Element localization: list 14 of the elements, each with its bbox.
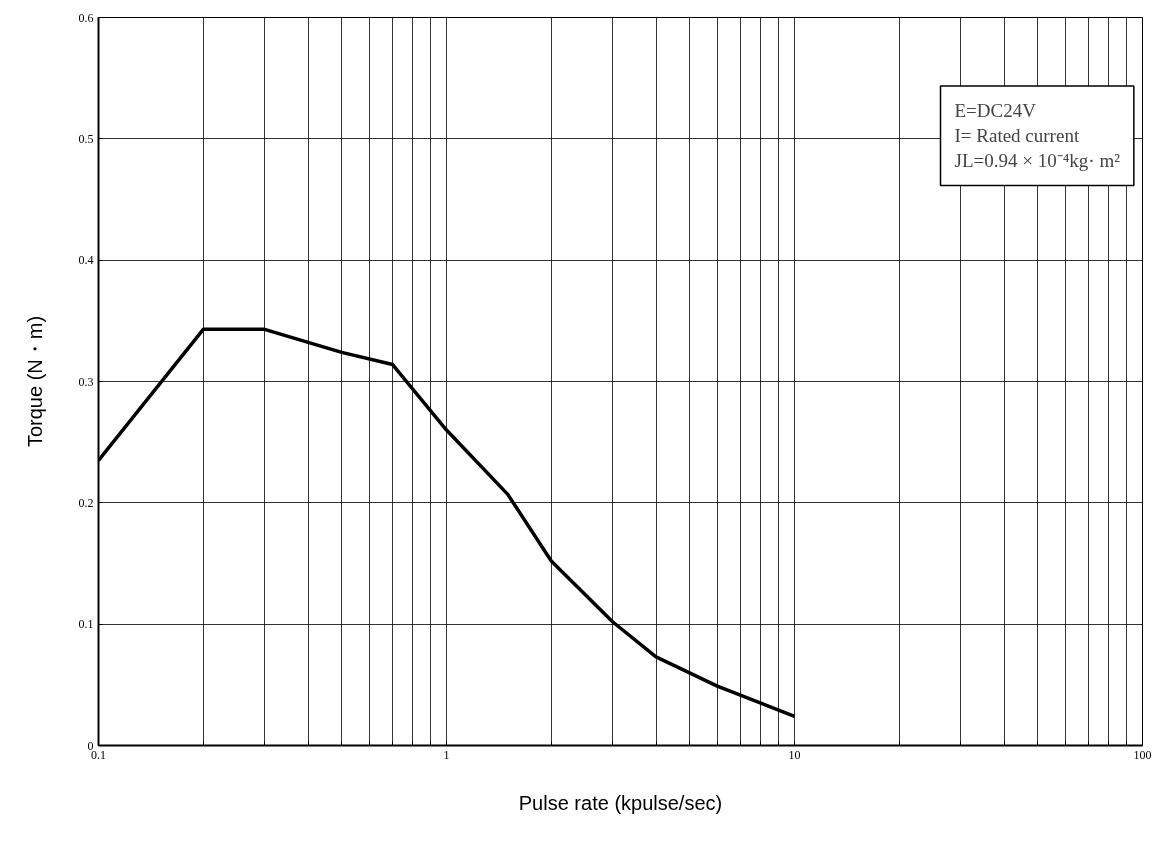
y-tick-label: 0.6: [78, 10, 94, 25]
y-tick-label: 0.3: [78, 374, 94, 389]
annotation: JL=0.94 × 10⁻⁴kg· m²: [954, 150, 1121, 172]
annotation: I= Rated current: [954, 125, 1080, 147]
annotation: E=DC24V: [954, 100, 1037, 122]
x-tick-label: 1: [443, 747, 450, 762]
y-tick-label: 0.2: [78, 495, 94, 510]
x-tick-label: 100: [1133, 747, 1152, 762]
y-tick-label: 0.4: [78, 253, 94, 268]
y-tick-label: 0.1: [78, 617, 94, 632]
x-axis-title: Pulse rate (kpulse/sec): [518, 791, 723, 814]
y-axis-title: Torque (N・m): [23, 315, 46, 448]
x-tick-label: 10: [788, 747, 801, 762]
y-tick-label: 0.5: [78, 131, 94, 146]
